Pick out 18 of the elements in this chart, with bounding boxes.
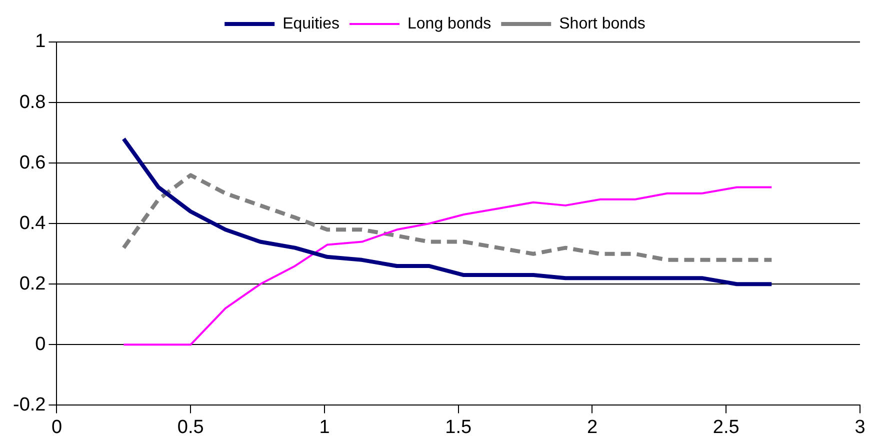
x-tick-label: 0.5 xyxy=(177,416,204,438)
y-tick-label: 0.2 xyxy=(19,273,46,294)
x-tick-label: 1 xyxy=(319,416,330,438)
legend-label: Short bonds xyxy=(559,15,646,32)
y-tick-label: 0.4 xyxy=(19,212,46,234)
legend-label: Equities xyxy=(282,15,340,32)
x-tick-label: 0 xyxy=(51,416,62,438)
y-tick-label: 0 xyxy=(35,334,46,355)
y-tick-label: 0.6 xyxy=(19,152,46,174)
x-tick-label: 1.5 xyxy=(445,416,472,438)
legend-label: Long bonds xyxy=(408,15,492,32)
x-tick-label: 2 xyxy=(586,416,598,438)
x-tick-label: 2.5 xyxy=(712,416,740,438)
y-tick-label: 1 xyxy=(35,31,46,52)
y-tick-label: 0.8 xyxy=(19,92,46,113)
line-series xyxy=(122,173,774,262)
y-tick-label: -0.2 xyxy=(12,394,46,416)
x-tick-label: 3 xyxy=(854,416,866,438)
